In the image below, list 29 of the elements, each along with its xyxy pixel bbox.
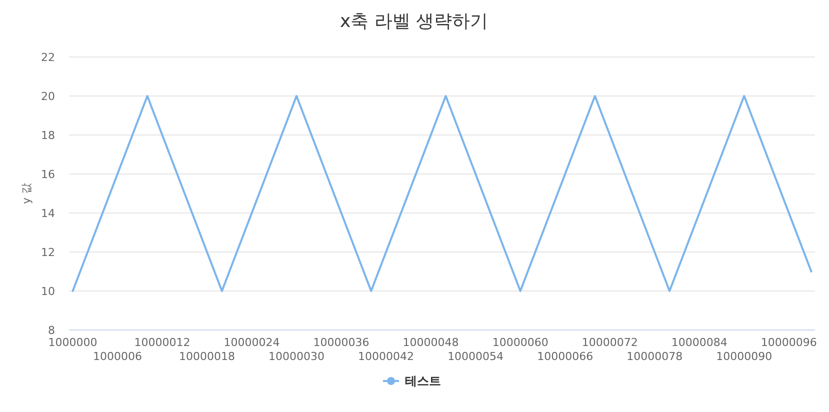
x-tick-label: 10000024 <box>224 336 280 349</box>
x-tick-label: 1000000 <box>48 336 98 349</box>
x-tick-label: 10000066 <box>537 350 594 363</box>
x-tick-label: 10000090 <box>716 350 772 363</box>
x-tick-label: 10000078 <box>626 350 683 363</box>
y-tick-label: 22 <box>41 51 55 64</box>
x-tick-label: 10000048 <box>402 336 459 349</box>
x-tick-label: 10000036 <box>313 336 370 349</box>
y-axis-title: y 값 <box>20 182 33 204</box>
legend-label: 테스트 <box>405 374 441 388</box>
y-tick-label: 8 <box>48 324 55 337</box>
x-tick-label: 10000018 <box>179 350 236 363</box>
chart-title: x축 라벨 생략하기 <box>340 11 488 32</box>
x-tick-label: 10000042 <box>358 350 414 363</box>
y-tick-label: 20 <box>41 90 55 103</box>
x-tick-label: 10000030 <box>268 350 325 363</box>
x-tick-label: 10000054 <box>448 350 504 363</box>
y-tick-label: 10 <box>41 285 55 298</box>
x-tick-label: 10000012 <box>134 336 190 349</box>
y-tick-label: 14 <box>41 207 55 220</box>
x-tick-label: 10000060 <box>492 336 548 349</box>
x-tick-label: 10000084 <box>671 336 728 349</box>
y-tick-label: 16 <box>41 168 55 181</box>
x-tick-label: 10000072 <box>582 336 638 349</box>
line-series <box>72 95 812 292</box>
y-tick-label: 18 <box>41 129 55 142</box>
x-tick-label: 10000096 <box>760 336 817 349</box>
y-tick-label: 12 <box>41 246 55 259</box>
x-tick-label: 1000006 <box>92 350 142 363</box>
